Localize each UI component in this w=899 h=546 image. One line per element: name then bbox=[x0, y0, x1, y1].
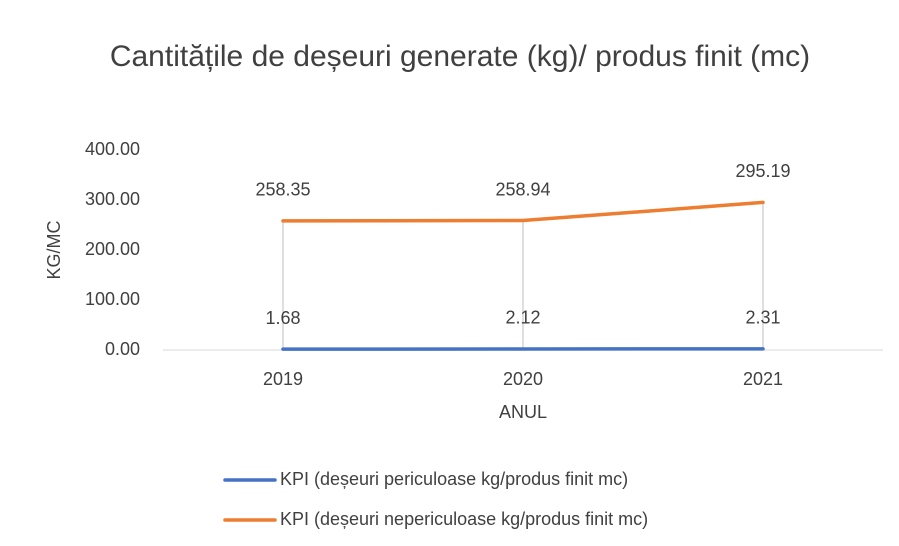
x-tick-label: 2021 bbox=[743, 369, 783, 389]
x-tick-label: 2019 bbox=[263, 369, 303, 389]
y-tick-label: 200.00 bbox=[85, 239, 140, 259]
data-label: 295.19 bbox=[735, 161, 790, 181]
series-line bbox=[281, 200, 765, 223]
x-axis-label: ANUL bbox=[499, 402, 547, 422]
chart-title: Cantitățile de deșeuri generate (kg)/ pr… bbox=[109, 40, 811, 73]
x-tick-label: 2020 bbox=[503, 369, 543, 389]
data-label: 258.35 bbox=[255, 180, 310, 200]
data-label: 258.94 bbox=[495, 179, 550, 199]
legend-label: KPI (deșeuri periculoase kg/produs finit… bbox=[280, 469, 628, 489]
data-label: 1.68 bbox=[265, 308, 300, 328]
y-tick-label: 300.00 bbox=[85, 189, 140, 209]
y-tick-label: 100.00 bbox=[85, 289, 140, 309]
y-axis-label: KG/MC bbox=[44, 220, 64, 279]
legend-label: KPI (deșeuri nepericuloase kg/produs fin… bbox=[280, 509, 648, 529]
y-tick-label: 0.00 bbox=[105, 339, 140, 359]
data-label: 2.12 bbox=[505, 308, 540, 328]
data-label: 2.31 bbox=[745, 308, 780, 328]
y-tick-label: 400.00 bbox=[85, 139, 140, 159]
